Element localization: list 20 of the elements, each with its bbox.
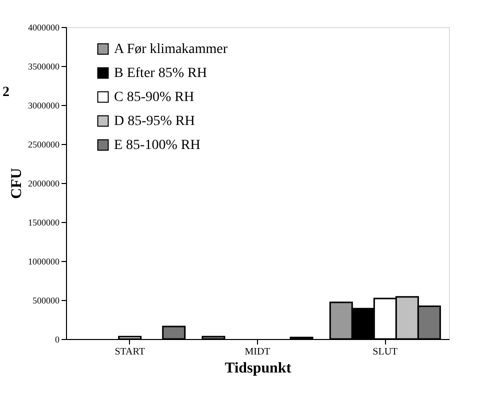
x-tick-label: SLUT bbox=[372, 346, 398, 358]
text: 2 bbox=[2, 85, 10, 100]
legend-label: C 85-90% RH bbox=[114, 90, 194, 105]
x-tick-label: START bbox=[114, 346, 145, 358]
y-tick-label: 2500000 bbox=[28, 140, 60, 150]
y-tick-label: 3500000 bbox=[28, 62, 60, 72]
x-axis-title: Tidspunkt bbox=[224, 360, 292, 376]
legend-label: E 85-100% RH bbox=[114, 138, 200, 153]
y-tick-label: 0 bbox=[55, 334, 60, 344]
y-axis-title: CFU bbox=[9, 168, 25, 199]
y-tick-label: 500000 bbox=[32, 296, 60, 306]
x-tick-label: MIDT bbox=[244, 346, 270, 358]
y-tick-label: 1500000 bbox=[28, 218, 60, 228]
y-tick-label: 2000000 bbox=[28, 178, 60, 188]
y-tick-label: 4000000 bbox=[28, 22, 60, 32]
legend-label: D 85-95% RH bbox=[114, 114, 195, 129]
y-tick-label: 3000000 bbox=[28, 100, 60, 110]
legend-label: A Før klimakammer bbox=[114, 42, 228, 57]
y-tick-label: 1000000 bbox=[28, 256, 60, 266]
legend-label: B Efter 85% RH bbox=[114, 66, 207, 81]
